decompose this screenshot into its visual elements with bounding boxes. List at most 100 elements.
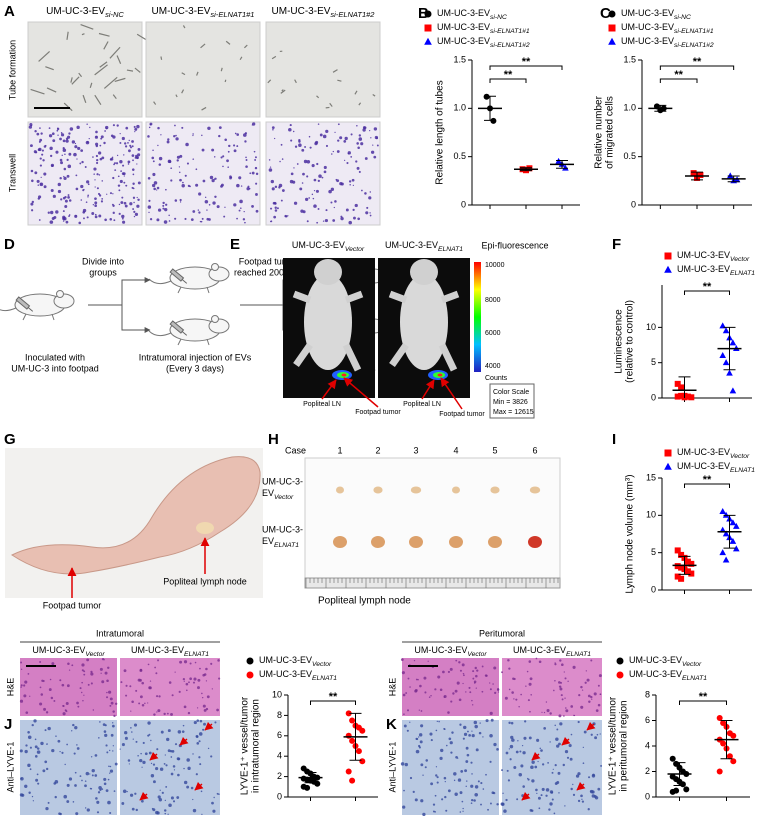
texture-dot xyxy=(112,750,114,752)
texture-dot xyxy=(581,800,585,803)
texture-dot xyxy=(151,183,156,188)
texture-dot xyxy=(81,663,85,667)
texture-dot xyxy=(71,140,76,144)
texture-dot xyxy=(306,160,311,164)
texture-dot xyxy=(274,206,277,209)
significance-bracket xyxy=(489,65,563,70)
texture-dot xyxy=(599,693,601,695)
data-point xyxy=(674,393,681,400)
texture-dot xyxy=(589,790,592,792)
data-point xyxy=(697,172,704,179)
texture-dot xyxy=(116,154,119,157)
texture-dot xyxy=(193,720,197,725)
texture-dot xyxy=(243,210,245,213)
texture-dot xyxy=(470,761,473,764)
texture-dot xyxy=(227,166,229,168)
error-bar xyxy=(673,762,686,787)
y-tick-label: 2 xyxy=(645,766,650,776)
texture-dot xyxy=(466,753,470,757)
legend-label-sub: ELNAT1 xyxy=(682,675,707,682)
texture-dot xyxy=(324,218,329,223)
texture-dot xyxy=(449,667,453,671)
texture-dot xyxy=(239,199,243,204)
tube-texture xyxy=(200,43,206,49)
texture-dot xyxy=(325,129,329,133)
texture-dot xyxy=(87,683,90,686)
texture-dot xyxy=(400,658,404,661)
texture-dot xyxy=(564,805,566,807)
texture-dot xyxy=(245,156,247,159)
texture-dot xyxy=(206,209,208,211)
texture-dot xyxy=(133,201,135,204)
texture-dot xyxy=(436,781,439,784)
texture-dot xyxy=(353,216,356,220)
legend-label-main: UM-UC-3-EV xyxy=(437,36,490,46)
texture-dot xyxy=(80,184,84,189)
tube-texture xyxy=(94,64,108,76)
texture-dot xyxy=(453,772,457,776)
texture-dot xyxy=(94,215,98,219)
texture-dot xyxy=(435,729,438,732)
texture-dot xyxy=(587,694,591,698)
texture-dot xyxy=(272,201,276,205)
texture-dot xyxy=(479,722,481,724)
texture-dot xyxy=(66,743,68,746)
legend-marker xyxy=(664,265,672,273)
texture-dot xyxy=(172,765,176,768)
texture-dot xyxy=(233,149,237,153)
texture-dot xyxy=(545,794,548,797)
legend-label-sub: Vector xyxy=(682,661,702,668)
texture-dot xyxy=(156,186,160,190)
texture-dot xyxy=(192,808,197,813)
texture-dot xyxy=(531,779,535,783)
texture-dot xyxy=(78,221,82,225)
data-point xyxy=(719,352,726,359)
y-axis-label: Luminescence xyxy=(614,309,625,374)
texture-dot xyxy=(505,798,508,802)
texture-dot xyxy=(406,729,409,732)
texture-dot xyxy=(569,757,573,761)
legend-label-main: UM-UC-3-EV xyxy=(259,655,312,665)
y-axis-label: in intratumoral region xyxy=(251,699,262,793)
texture-dot xyxy=(57,189,62,194)
texture-dot xyxy=(594,736,598,740)
texture-dot xyxy=(192,134,194,137)
texture-dot xyxy=(238,176,242,180)
texture-dot xyxy=(39,164,42,167)
texture-dot xyxy=(133,125,136,128)
texture-dot xyxy=(578,694,581,697)
tube-texture xyxy=(160,56,163,60)
significance-bracket xyxy=(684,483,730,488)
column-header-sub: si-NC xyxy=(105,10,124,19)
texture-dot xyxy=(137,181,141,185)
legend-label: UM-UC-3-EVVector xyxy=(259,655,332,668)
texture-dot xyxy=(187,766,191,770)
texture-dot xyxy=(535,788,538,792)
y-tick-label: 10 xyxy=(646,322,656,332)
texture-dot xyxy=(240,185,243,187)
texture-dot xyxy=(111,724,115,728)
pointer-arrow xyxy=(440,377,463,410)
panel-label: K xyxy=(386,716,397,733)
texture-dot xyxy=(462,810,464,812)
texture-dot xyxy=(294,145,298,148)
texture-dot xyxy=(358,137,363,141)
texture-dot xyxy=(49,210,54,215)
texture-dot xyxy=(339,181,343,186)
caption: Popliteal lymph node xyxy=(318,596,411,607)
texture-dot xyxy=(108,690,112,694)
texture-dot xyxy=(213,156,216,158)
texture-dot xyxy=(346,161,349,165)
significance-label: ** xyxy=(522,56,531,68)
texture-dot xyxy=(95,797,98,800)
texture-dot xyxy=(41,153,44,156)
legend-label-sub: Vector xyxy=(312,661,332,668)
texture-dot xyxy=(147,663,150,666)
texture-dot xyxy=(271,126,275,130)
texture-dot xyxy=(559,722,563,726)
texture-dot xyxy=(203,673,207,676)
texture-dot xyxy=(45,711,49,714)
texture-dot xyxy=(585,670,587,672)
data-point xyxy=(304,784,311,791)
texture-dot xyxy=(121,217,124,220)
